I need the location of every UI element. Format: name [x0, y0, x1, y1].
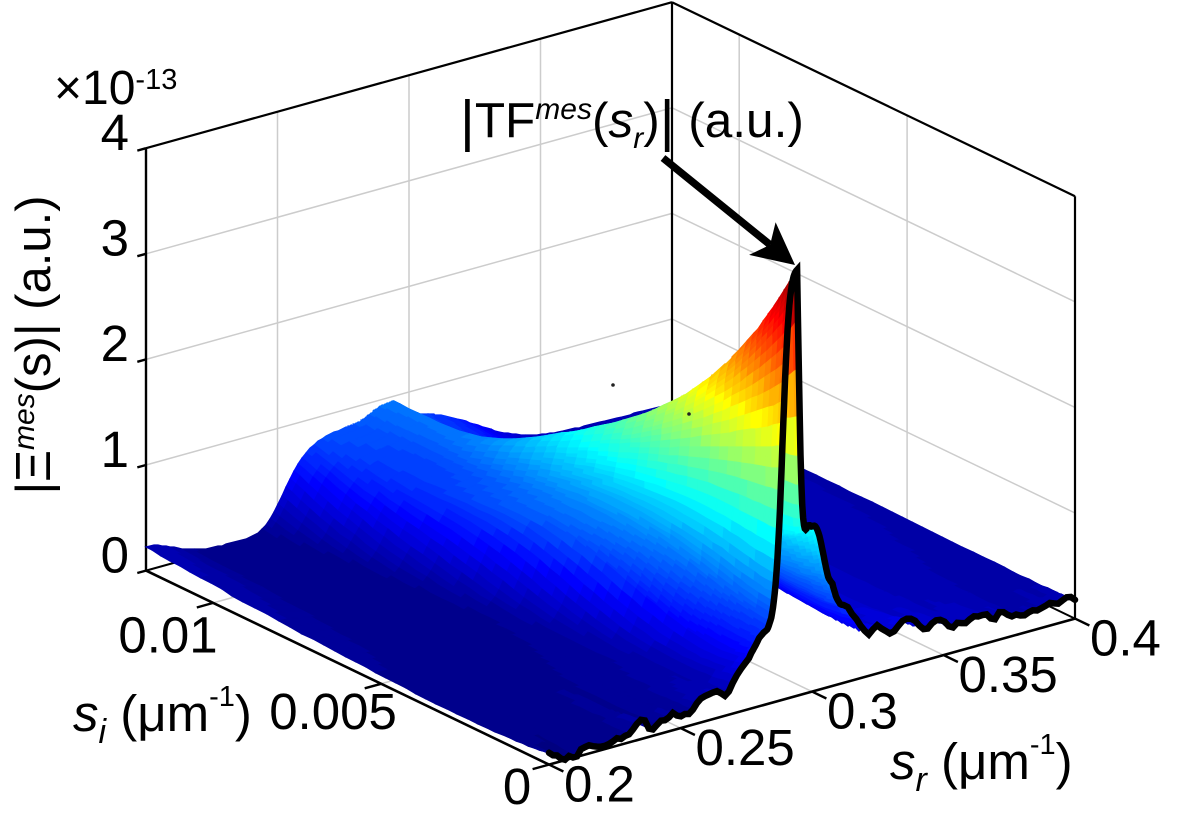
svg-text:4: 4 [101, 104, 129, 161]
svg-text:0.3: 0.3 [827, 683, 898, 740]
svg-text:0.4: 0.4 [1090, 610, 1161, 667]
svg-text:0.25: 0.25 [696, 719, 795, 776]
svg-text:sr (μm-1): sr (μm-1) [890, 729, 1073, 799]
svg-text:0: 0 [101, 526, 129, 583]
svg-text:si (μm-1): si (μm-1) [73, 681, 252, 751]
svg-text:0: 0 [503, 758, 531, 815]
svg-text:3: 3 [101, 210, 129, 267]
svg-text:0.35: 0.35 [959, 646, 1058, 703]
svg-text:0.005: 0.005 [269, 683, 397, 740]
svg-text:2: 2 [101, 315, 129, 372]
svg-text:|TFmes(sr)| (a.u.): |TFmes(sr)| (a.u.) [460, 89, 804, 155]
svg-text:0.2: 0.2 [564, 756, 635, 813]
svg-text:0.01: 0.01 [118, 606, 217, 663]
svg-text:|Ξmes(s)| (a.u.): |Ξmes(s)| (a.u.) [7, 195, 61, 494]
svg-text:1: 1 [101, 421, 129, 478]
